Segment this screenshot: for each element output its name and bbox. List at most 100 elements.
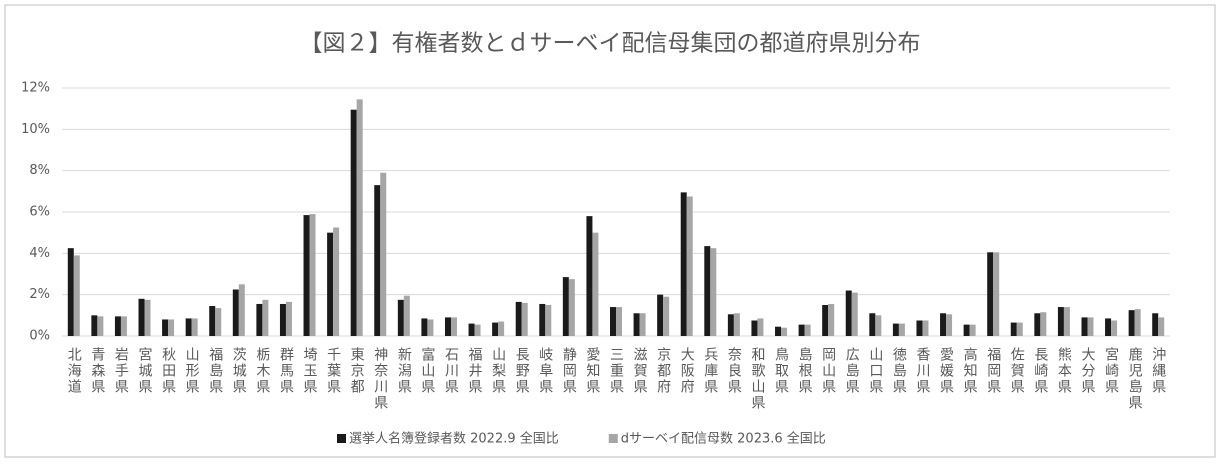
bar xyxy=(403,295,410,336)
bar xyxy=(279,303,286,336)
bar xyxy=(215,308,222,336)
x-tick-label: 宮崎県 xyxy=(1103,347,1119,395)
bar xyxy=(987,252,994,336)
x-tick-label: 京都府 xyxy=(655,347,671,395)
x-tick-label: 愛媛県 xyxy=(938,347,954,395)
x-tick-label: 岩手県 xyxy=(113,347,129,395)
x-tick-label: 新潟県 xyxy=(396,347,412,395)
bar xyxy=(539,303,546,336)
bar xyxy=(303,215,310,336)
legend-swatch xyxy=(337,434,346,443)
bar xyxy=(168,319,175,336)
x-tick-label: 広島県 xyxy=(844,347,860,395)
bar xyxy=(1087,317,1094,336)
x-tick-label: 山口県 xyxy=(867,347,883,395)
y-tick-label: 12% xyxy=(21,81,50,96)
bar xyxy=(616,307,622,336)
bar xyxy=(969,324,976,336)
bar xyxy=(521,302,528,336)
y-tick-label: 4% xyxy=(29,246,50,261)
bar xyxy=(492,322,499,336)
x-tick-label: 和歌山県 xyxy=(749,347,765,411)
bar xyxy=(922,320,929,336)
bar xyxy=(262,299,269,336)
bar xyxy=(657,294,664,336)
bar xyxy=(680,192,687,336)
y-tick-label: 6% xyxy=(29,205,50,220)
bar xyxy=(144,299,151,336)
x-tick-label: 岐阜県 xyxy=(537,347,553,395)
x-tick-label: 岡山県 xyxy=(820,347,836,395)
bar xyxy=(1105,318,1112,336)
bar xyxy=(498,321,505,336)
bar xyxy=(633,313,640,336)
bar xyxy=(162,319,169,336)
legend-label: 選挙人名簿登録者数 2022.9 全国比 xyxy=(349,431,559,447)
bar xyxy=(822,305,829,336)
bar xyxy=(1158,317,1165,336)
y-tick-label: 10% xyxy=(21,122,50,137)
bar xyxy=(568,279,575,336)
bar xyxy=(1111,320,1118,336)
bar xyxy=(120,316,127,336)
bar xyxy=(775,326,782,336)
bar xyxy=(592,232,599,336)
bar xyxy=(686,196,693,336)
bar xyxy=(138,298,145,336)
bar xyxy=(562,277,569,336)
bar xyxy=(757,318,764,336)
bar xyxy=(350,109,357,336)
bar xyxy=(97,316,104,336)
x-tick-label: 宮城県 xyxy=(137,347,153,395)
bar xyxy=(798,324,805,336)
bar xyxy=(380,172,387,336)
x-tick-label: 栃木県 xyxy=(254,347,270,395)
y-tick-label: 8% xyxy=(29,163,50,178)
x-tick-label: 青森県 xyxy=(89,347,105,395)
bar xyxy=(1057,307,1064,336)
bar xyxy=(444,317,451,336)
x-tick-label: 愛知県 xyxy=(584,347,600,395)
x-tick-label: 鳥取県 xyxy=(773,347,789,395)
bar xyxy=(993,252,1000,336)
x-tick-label: 福島県 xyxy=(207,347,223,395)
x-tick-label: 奈良県 xyxy=(726,347,742,395)
bar xyxy=(892,323,899,336)
bar xyxy=(1040,312,1047,336)
x-tick-label: 静岡県 xyxy=(561,347,577,395)
bar xyxy=(1010,322,1017,336)
bar xyxy=(91,315,98,336)
bar xyxy=(285,301,292,336)
x-tick-label: 三重県 xyxy=(608,347,624,395)
x-tick-label: 東京都 xyxy=(349,347,365,395)
x-tick-label: 富山県 xyxy=(419,346,435,395)
x-tick-label: 神奈川県 xyxy=(372,347,388,411)
bar xyxy=(1081,317,1088,336)
bar xyxy=(333,227,340,336)
bar xyxy=(727,314,734,336)
bar xyxy=(704,246,711,336)
bar xyxy=(515,301,522,336)
x-tick-label: 大分県 xyxy=(1079,347,1095,395)
bar xyxy=(356,99,363,336)
x-tick-label: 山形県 xyxy=(184,347,200,395)
bar xyxy=(733,313,740,336)
bar xyxy=(450,317,457,336)
bar xyxy=(238,284,245,336)
bar xyxy=(191,318,198,336)
bar xyxy=(804,324,811,336)
bar xyxy=(421,318,428,336)
bar xyxy=(1034,313,1041,336)
bar xyxy=(875,315,882,336)
x-tick-label: 千葉県 xyxy=(325,347,341,395)
x-tick-label: 福井県 xyxy=(467,347,483,395)
x-tick-label: 熊本県 xyxy=(1056,347,1072,395)
bar xyxy=(67,248,74,336)
x-tick-label: 福岡県 xyxy=(985,347,1001,395)
x-tick-label: 島根県 xyxy=(797,347,813,395)
bar xyxy=(397,299,404,336)
bar xyxy=(845,290,852,336)
bar xyxy=(828,303,835,336)
